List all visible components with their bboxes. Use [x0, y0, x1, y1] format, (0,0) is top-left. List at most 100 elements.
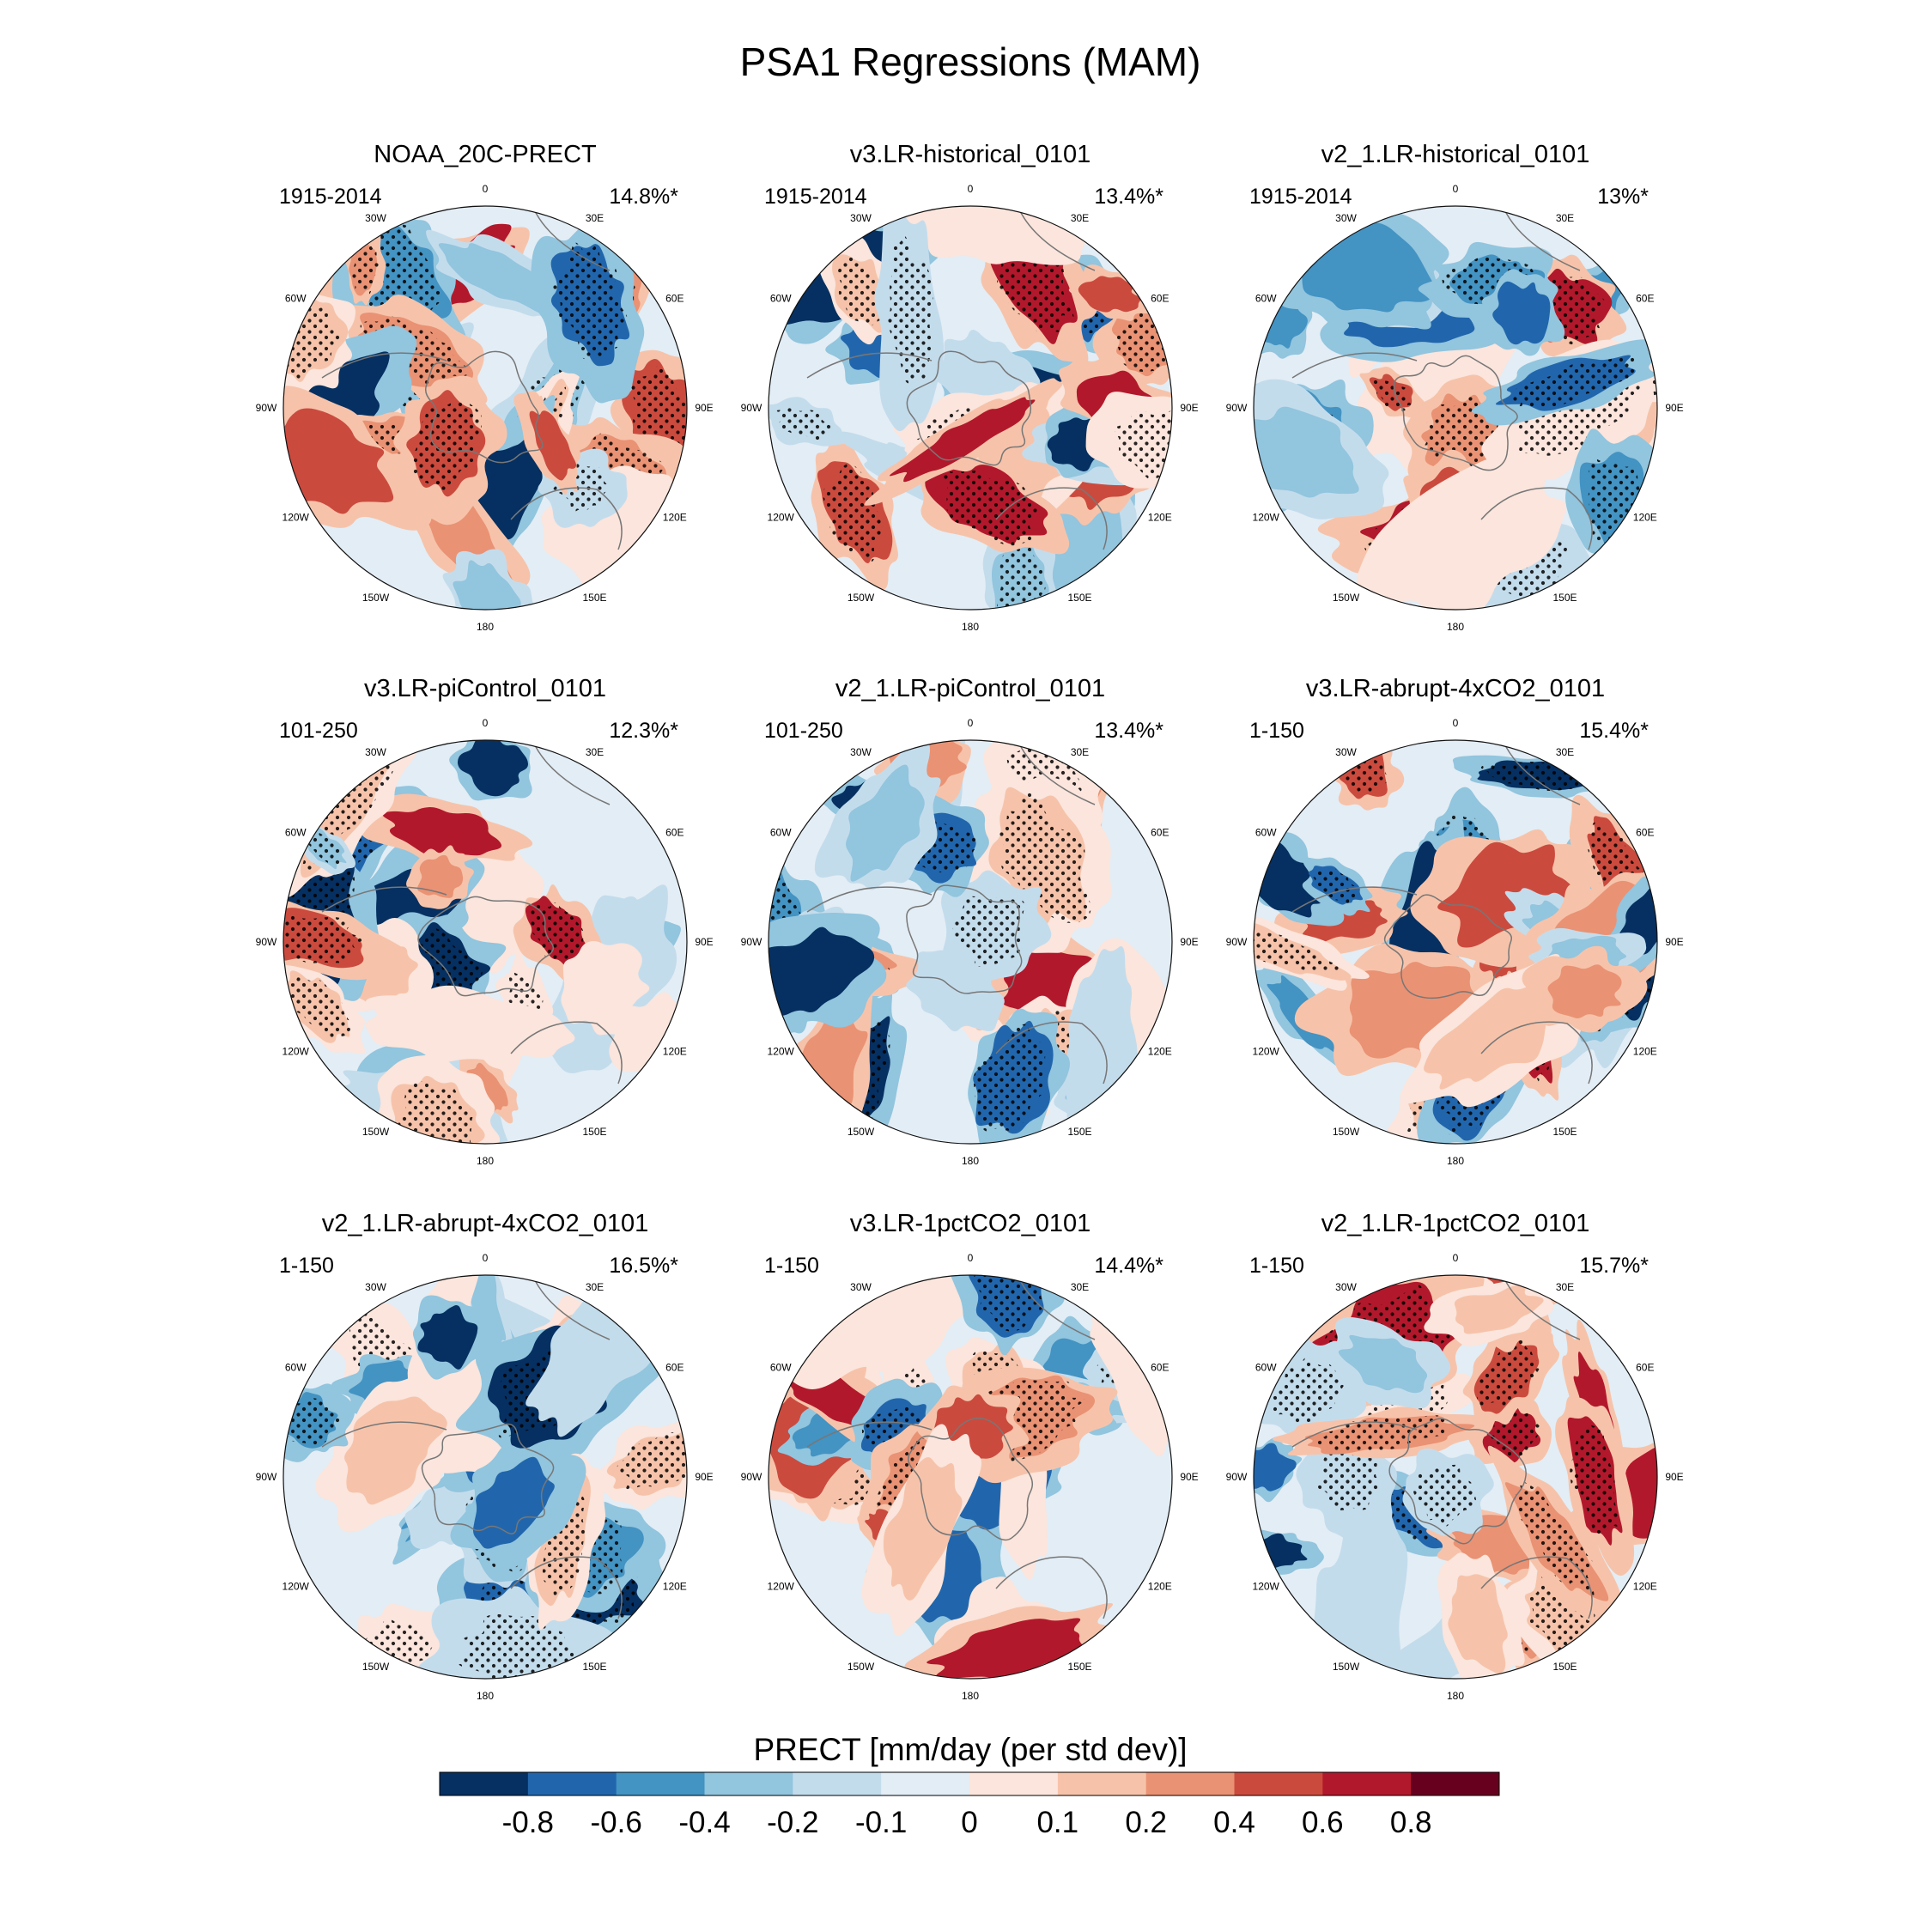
longitude-label: 150W	[848, 1126, 875, 1138]
significance-stipple	[1272, 1357, 1347, 1425]
precip-anomaly-region	[769, 927, 875, 1016]
longitude-label: 90W	[256, 1471, 277, 1483]
australia-coastline	[510, 1021, 623, 1084]
panel-title: v2_1.LR-piControl_0101	[835, 675, 1105, 702]
antarctica-coastline	[906, 350, 1032, 466]
longitude-label: 150E	[582, 592, 606, 604]
africa-coastline	[1502, 1275, 1581, 1340]
africa-coastline	[532, 740, 611, 805]
significance-stipple	[1254, 920, 1343, 972]
longitude-label: 150E	[1067, 1126, 1091, 1138]
australia-coastline	[995, 1021, 1108, 1084]
panel-explained-variance: 14.8%*	[609, 185, 678, 209]
map-panel: v2_1.LR-historical_0101 1915-2014 13%* 0 30E…	[1226, 141, 1684, 633]
precip-anomaly-region	[283, 408, 394, 514]
south-america-coastline	[321, 886, 447, 913]
precip-anomaly-region	[457, 740, 529, 797]
panel-title: v2_1.LR-1pctCO2_0101	[1321, 1210, 1590, 1237]
longitude-label: 0	[968, 717, 974, 729]
significance-stipple	[973, 1024, 1046, 1132]
colorbar-tick-label: 0.6	[1302, 1806, 1344, 1839]
longitude-label: 30W	[850, 746, 872, 758]
map-border	[768, 1274, 1173, 1680]
longitude-label: 120W	[283, 1046, 310, 1058]
map-border	[283, 739, 688, 1145]
longitude-label: 90E	[1180, 936, 1198, 948]
longitude-label: 60W	[285, 1362, 307, 1374]
panel-title: v3.LR-1pctCO2_0101	[850, 1210, 1091, 1237]
panel-period: 1-150	[1249, 1254, 1304, 1278]
precip-anomaly-region	[1448, 1574, 1508, 1674]
longitude-label: 60E	[1151, 293, 1169, 305]
colorbar-tick-label: -0.8	[502, 1806, 554, 1839]
colorbar-swatch	[1411, 1772, 1500, 1795]
map-border	[768, 205, 1173, 611]
significance-stipple	[997, 544, 1046, 610]
south-america-coastline	[806, 352, 933, 379]
africa-coastline	[1017, 1275, 1096, 1340]
significance-stipple	[1504, 356, 1642, 408]
map-panel: NOAA_20C-PRECT 1915-2014 14.8%* 0 30E 60E 90E 1…	[256, 141, 714, 633]
longitude-label: 0	[483, 183, 489, 195]
map-field	[283, 206, 687, 610]
longitude-label: 120E	[663, 1046, 687, 1058]
precip-anomaly-region	[890, 397, 1036, 483]
africa-coastline	[1502, 206, 1581, 271]
longitude-label: 0	[968, 183, 974, 195]
map-panel: v2_1.LR-piControl_0101 101-250 13.4%* 0 30E 6…	[741, 675, 1199, 1167]
longitude-label: 30W	[1335, 1281, 1357, 1293]
longitude-label: 60E	[1636, 827, 1654, 839]
antarctica-coastline	[421, 1423, 555, 1534]
significance-stipple	[283, 908, 368, 963]
longitude-label: 90W	[256, 936, 277, 948]
longitude-label: 120E	[1148, 1046, 1172, 1058]
australia-coastline	[510, 487, 623, 550]
longitude-label: 0	[1453, 1252, 1459, 1264]
longitude-label: 150W	[848, 1661, 875, 1673]
colorbar-swatch	[440, 1772, 529, 1795]
australia-coastline	[510, 1556, 623, 1619]
longitude-label: 150W	[1333, 1126, 1360, 1138]
panel-title: v3.LR-historical_0101	[850, 141, 1091, 168]
panel-title: v2_1.LR-historical_0101	[1321, 141, 1590, 168]
colorbar-swatch	[969, 1772, 1059, 1795]
longitude-label: 120E	[1148, 1581, 1172, 1593]
longitude-label: 150E	[1552, 592, 1577, 604]
longitude-label: 150W	[1333, 1661, 1360, 1673]
africa-coastline	[1017, 206, 1096, 271]
colorbar-tick-label: 0.2	[1125, 1806, 1167, 1839]
precip-anomaly-region	[927, 1618, 1083, 1679]
significance-stipple	[888, 236, 933, 385]
longitude-label: 30E	[586, 1281, 604, 1293]
longitude-label: 90E	[1665, 1471, 1683, 1483]
longitude-label: 0	[483, 717, 489, 729]
colorbar-label: PRECT [mm/day (per std dev)]	[753, 1732, 1187, 1767]
longitude-label: 90W	[256, 402, 277, 414]
colorbar-tick-label: 0	[961, 1806, 977, 1839]
longitude-label: 180	[477, 1690, 494, 1702]
south-america-coastline	[806, 1421, 933, 1448]
panel-explained-variance: 14.4%*	[1094, 1254, 1163, 1278]
longitude-label: 60W	[770, 827, 792, 839]
colorbar: PRECT [mm/day (per std dev)] -0.8 -0.6 -0.…	[439, 1732, 1500, 1839]
significance-stipple	[1372, 377, 1413, 411]
longitude-label: 180	[962, 1690, 979, 1702]
panel-period: 1-150	[279, 1254, 334, 1278]
longitude-label: 30E	[586, 212, 604, 224]
longitude-label: 90E	[1665, 936, 1683, 948]
longitude-label: 90E	[695, 402, 713, 414]
africa-coastline	[532, 206, 611, 271]
significance-stipple	[1413, 1464, 1477, 1527]
longitude-label: 120W	[1253, 1581, 1280, 1593]
map-field	[283, 740, 687, 1144]
panel-explained-variance: 15.4%*	[1579, 719, 1649, 743]
antarctica-coastline	[908, 1417, 1034, 1541]
map-panel: v2_1.LR-1pctCO2_0101 1-150 15.7%* 0 30E 60E 90…	[1226, 1210, 1684, 1702]
colorbar-tick-label: 0.1	[1036, 1806, 1078, 1839]
precip-anomaly-region	[1107, 1329, 1172, 1436]
panel-explained-variance: 16.5%*	[609, 1254, 678, 1278]
longitude-label: 150E	[1067, 1661, 1091, 1673]
precip-anomaly-region	[417, 854, 464, 898]
longitude-label: 90W	[741, 936, 762, 948]
